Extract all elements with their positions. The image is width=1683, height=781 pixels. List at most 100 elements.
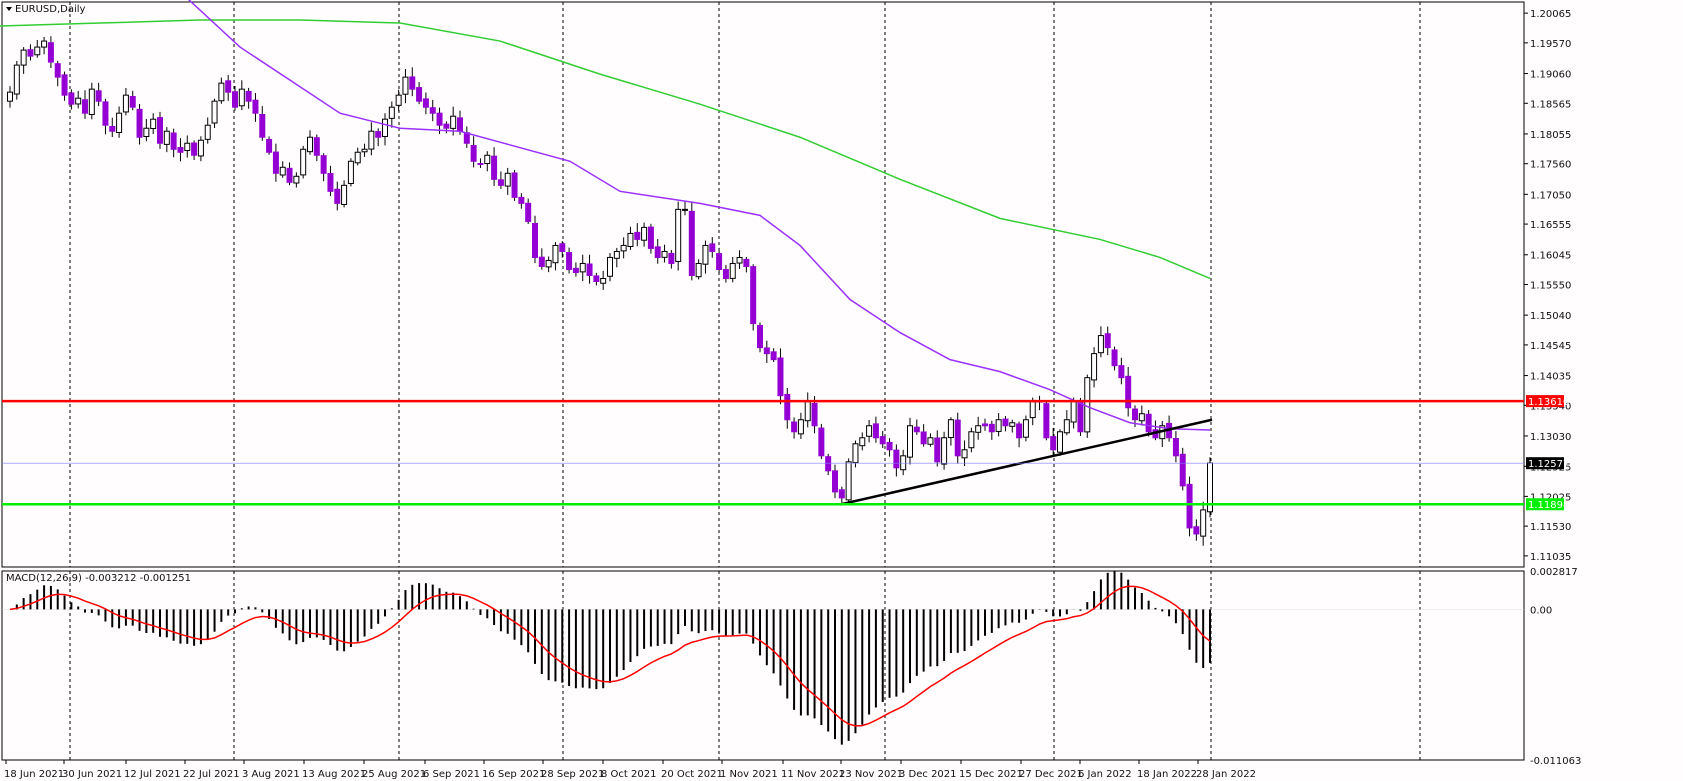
y-tick-label: 1.16555 — [1530, 220, 1571, 231]
candle-bear — [743, 258, 750, 267]
x-tick-label: 3 Dec 2021 — [899, 769, 957, 780]
candle-bull — [1200, 509, 1207, 537]
candle-bear — [259, 113, 266, 138]
candle-bear — [1132, 408, 1138, 421]
candle-bear — [157, 117, 163, 144]
candle-bear — [491, 155, 498, 180]
x-tick-label: 22 Jul 2021 — [183, 769, 240, 780]
x-tick-label: 11 Nov 2021 — [781, 769, 845, 780]
x-tick-label: 28 Sep 2021 — [541, 769, 604, 780]
y-tick-label: 1.19570 — [1530, 39, 1571, 50]
candle-bull — [552, 244, 559, 264]
candle-bear — [886, 441, 893, 451]
candle-bear — [443, 123, 450, 129]
y-tick-label: 1.15550 — [1530, 281, 1571, 292]
candle-bear — [1172, 438, 1179, 457]
candle-bull — [504, 172, 511, 187]
candle-bear — [559, 243, 566, 252]
x-tick-label: 15 Dec 2021 — [959, 769, 1023, 780]
candle-bear — [68, 92, 75, 105]
candle-bear — [225, 80, 232, 93]
candle-bull — [729, 262, 736, 279]
candle-bull — [804, 401, 811, 422]
candle-bull — [968, 431, 975, 449]
candle-bear — [757, 324, 763, 349]
candle-bear — [722, 269, 729, 279]
candle-bear — [422, 98, 429, 108]
candle-bear — [102, 101, 109, 126]
candle-bull — [866, 425, 873, 437]
x-tick-label: 6 Sep 2021 — [423, 769, 480, 780]
candle-bull — [1063, 419, 1070, 434]
candle-bull — [238, 88, 245, 107]
candle-bear — [286, 167, 293, 183]
candle-bear — [770, 351, 777, 361]
candle-bull — [116, 112, 123, 133]
candle-bull — [197, 139, 204, 157]
x-tick-label: 8 Oct 2021 — [601, 769, 656, 780]
x-tick-label: 6 Jan 2022 — [1078, 769, 1132, 780]
candle-bear — [791, 421, 798, 433]
candle-bull — [122, 94, 129, 113]
candle-bull — [1009, 422, 1016, 427]
candle-bull — [218, 82, 225, 102]
candle-bear — [872, 423, 879, 439]
candle-bear — [54, 63, 61, 78]
candle-bear — [266, 138, 273, 153]
y-tick-label: 1.15040 — [1530, 311, 1571, 322]
y-tick-label: 1.12025 — [1530, 492, 1571, 503]
candle-bull — [702, 244, 709, 265]
x-tick-label: 13 Aug 2021 — [302, 769, 366, 780]
candle-bull — [150, 118, 157, 130]
current-price-box — [1526, 457, 1564, 470]
trendline — [839, 418, 1213, 506]
candle-bull — [1091, 353, 1098, 381]
candle-bear — [1125, 375, 1132, 409]
candle-bear — [1193, 526, 1200, 535]
macd-pane — [1, 570, 1525, 761]
candle-bull — [907, 425, 913, 458]
candle-bear — [1145, 413, 1152, 433]
candle-bear — [954, 419, 961, 457]
candle-bull — [75, 97, 82, 105]
candle-bear — [750, 266, 757, 325]
candle-bear — [232, 91, 238, 108]
candle-bear — [525, 202, 532, 222]
candle-bear — [893, 449, 900, 469]
candle-bear — [777, 357, 784, 397]
candle-bear — [784, 393, 791, 421]
x-tick-label: 18 Jan 2022 — [1137, 769, 1197, 780]
candle-bull — [382, 118, 388, 137]
candle-bull — [695, 262, 702, 278]
candle-bull — [579, 262, 586, 273]
candle-bull — [88, 88, 95, 115]
candle-bear — [586, 263, 593, 276]
candle-bear — [1118, 365, 1125, 379]
candle-bull — [7, 91, 13, 102]
candle-bull — [1022, 419, 1029, 438]
candle-bear — [47, 42, 54, 63]
candle-bull — [143, 127, 150, 138]
candle-bull — [661, 250, 668, 258]
x-tick-label: 18 Jun 2021 — [4, 769, 64, 780]
macd-title: MACD(12,26,9) -0.003212 -0.001251 — [6, 573, 191, 584]
candle-bear — [982, 423, 988, 427]
ma-short-line — [187, 0, 1211, 431]
candle-bear — [511, 172, 518, 198]
x-tick-label: 3 Aug 2021 — [242, 769, 300, 780]
y-tick-label: 1.13030 — [1530, 432, 1571, 443]
candle-bull — [204, 124, 211, 140]
y-tick-label: 1.11035 — [1530, 552, 1571, 563]
candle-bear — [272, 151, 279, 174]
candle-bull — [279, 166, 286, 176]
level-label-box — [1526, 498, 1564, 511]
x-tick-label: 27 Dec 2021 — [1019, 769, 1083, 780]
candle-bull — [300, 148, 307, 176]
candle-bear — [191, 142, 198, 156]
candle-bull — [641, 226, 648, 241]
candle-bear — [818, 427, 825, 457]
candle-bull — [852, 443, 859, 464]
x-tick-label: 12 Jul 2021 — [124, 769, 181, 780]
